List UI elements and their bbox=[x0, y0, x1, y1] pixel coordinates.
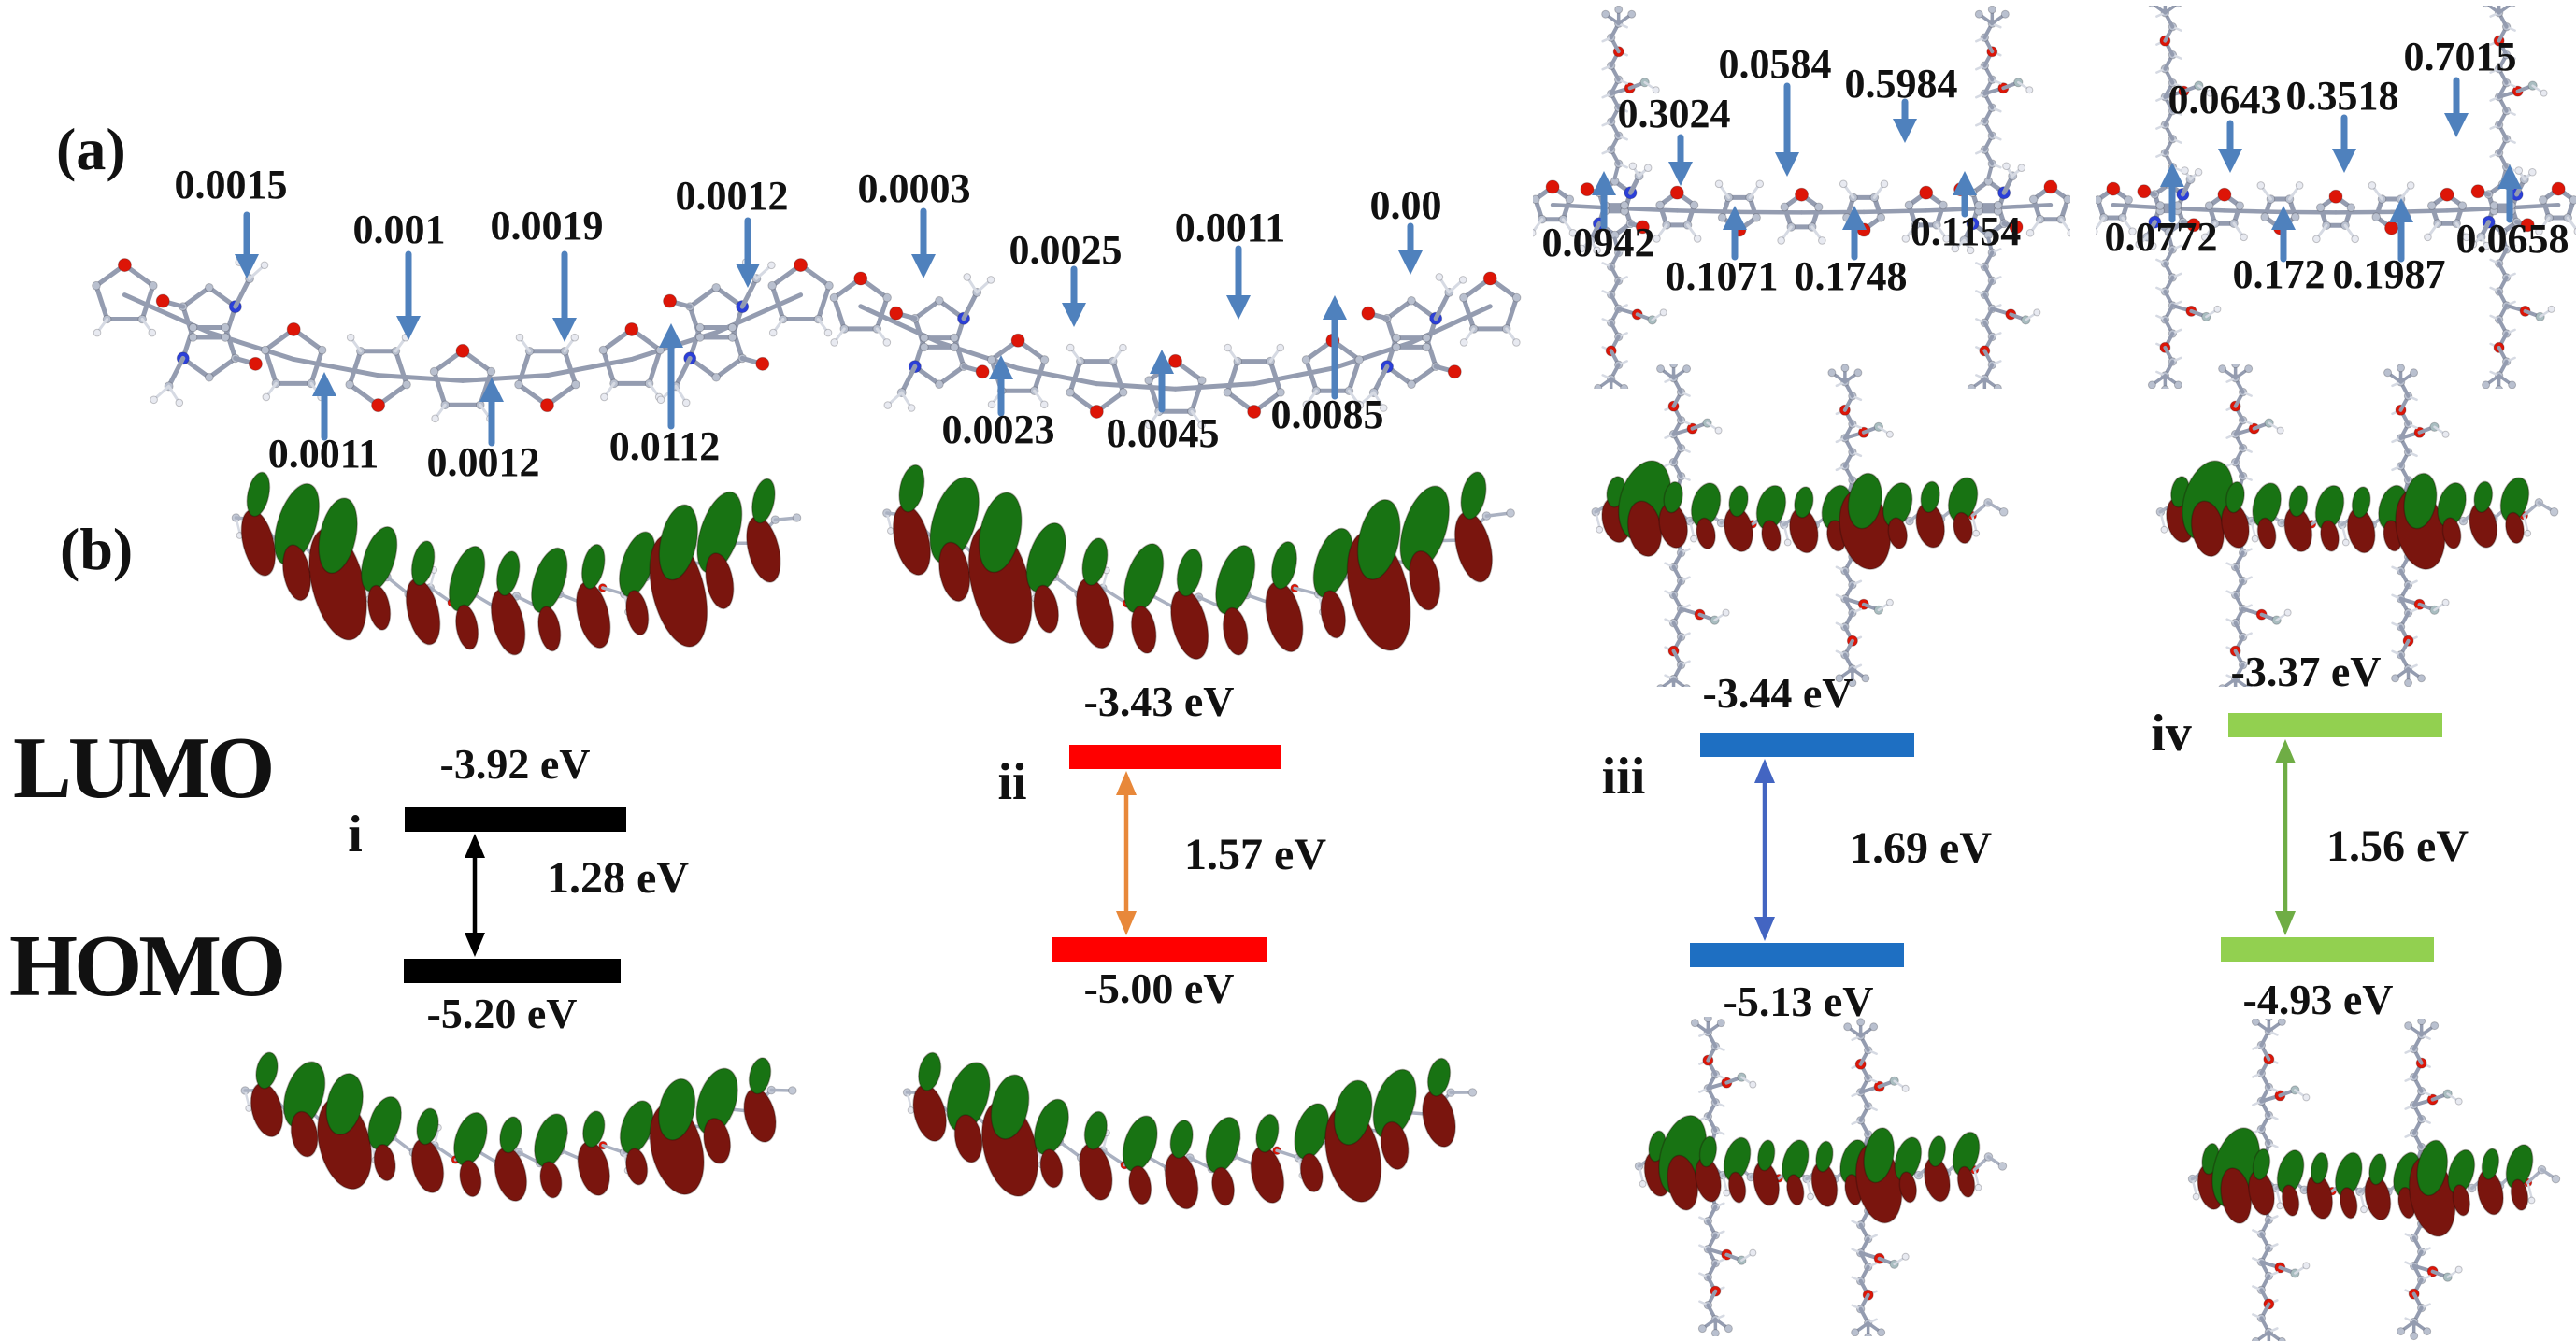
charge-value: 0.3518 bbox=[2285, 73, 2399, 119]
charge-value: 0.0011 bbox=[1174, 205, 1286, 250]
charge-value: 0.1987 bbox=[2332, 251, 2446, 297]
homo-level-bar-i bbox=[404, 959, 621, 983]
charge-value: 0.00 bbox=[1369, 182, 1442, 228]
charge-value: 0.0643 bbox=[2168, 77, 2282, 122]
roman-numeral-iii: iii bbox=[1601, 748, 1646, 806]
lumo-energy-value-iv: -3.37 eV bbox=[2230, 648, 2382, 695]
charge-value: 0.0085 bbox=[1270, 392, 1384, 437]
charge-value: 0.3024 bbox=[1617, 91, 1731, 136]
panel-a-label: (a) bbox=[56, 116, 126, 182]
charge-value: 0.001 bbox=[352, 207, 446, 252]
roman-numeral-iv: iv bbox=[2151, 705, 2192, 763]
lumo-level-bar-iv bbox=[2228, 713, 2442, 737]
lumo-orbital-iv bbox=[2155, 364, 2559, 687]
lumo-energy-value-ii: -3.43 eV bbox=[1083, 678, 1235, 725]
charge-value: 0.0772 bbox=[2104, 214, 2218, 260]
lumo-orbital-iii bbox=[1591, 364, 2009, 687]
lumo-energy-value-i: -3.92 eV bbox=[439, 740, 591, 788]
lumo-level-bar-iii bbox=[1700, 733, 1914, 757]
homo-energy-value-iv: -4.93 eV bbox=[2242, 976, 2394, 1023]
charge-value: 0.0012 bbox=[675, 173, 789, 219]
molecule-structure-iv bbox=[2096, 6, 2576, 389]
homo-orbital-i bbox=[240, 1051, 797, 1202]
band-gap-value-iii: 1.69 eV bbox=[1850, 823, 1992, 873]
lumo-level-bar-i bbox=[405, 807, 626, 832]
homo-energy-value-i: -5.20 eV bbox=[426, 990, 578, 1037]
band-gap-value-i: 1.28 eV bbox=[547, 853, 689, 903]
charge-value: 0.5984 bbox=[1844, 61, 1958, 107]
band-gap-value-ii: 1.57 eV bbox=[1184, 830, 1326, 879]
charge-value: 0.1071 bbox=[1665, 253, 1779, 299]
charge-value: 0.0015 bbox=[174, 162, 288, 207]
homo-level-bar-iii bbox=[1690, 943, 1904, 967]
lumo-orbital-i bbox=[231, 471, 802, 656]
lumo-energy-value-iii: -3.44 eV bbox=[1702, 669, 1853, 717]
homo-orbital-iii bbox=[1634, 1017, 2008, 1336]
homo-energy-value-iii: -5.13 eV bbox=[1723, 977, 1874, 1025]
charge-value: 0.0942 bbox=[1541, 220, 1655, 265]
charge-value: 0.0658 bbox=[2455, 216, 2569, 262]
homo-orbital-iv bbox=[2187, 1019, 2561, 1341]
roman-numeral-ii: ii bbox=[997, 753, 1027, 811]
charge-value: 0.1748 bbox=[1794, 253, 1908, 299]
homo-level-bar-ii bbox=[1052, 937, 1267, 962]
charge-value: 0.0025 bbox=[1009, 227, 1123, 273]
molecule-structure-i bbox=[92, 258, 834, 423]
charge-value: 0.0045 bbox=[1106, 410, 1220, 456]
charge-value: 0.0019 bbox=[490, 203, 604, 249]
panel-b-label: (b) bbox=[60, 516, 134, 582]
homo-row-label: HOMO bbox=[9, 918, 286, 1015]
homo-level-bar-iv bbox=[2221, 937, 2434, 962]
lumo-orbital-ii bbox=[882, 464, 1515, 660]
charge-value: 0.0012 bbox=[426, 439, 540, 485]
charge-value: 0.0112 bbox=[608, 423, 721, 469]
homo-orbital-ii bbox=[902, 1051, 1478, 1210]
roman-numeral-i: i bbox=[348, 806, 363, 863]
band-gap-value-iv: 1.56 eV bbox=[2326, 821, 2469, 871]
charge-value: 0.7015 bbox=[2403, 34, 2517, 79]
homo-energy-value-ii: -5.00 eV bbox=[1083, 964, 1235, 1012]
lumo-row-label: LUMO bbox=[13, 720, 275, 817]
charge-value: 0.0003 bbox=[857, 165, 971, 211]
charge-value: 0.0584 bbox=[1718, 41, 1832, 87]
charge-value: 0.172 bbox=[2232, 251, 2326, 297]
lumo-level-bar-ii bbox=[1069, 745, 1281, 769]
charge-value: 0.1154 bbox=[1910, 208, 2022, 254]
